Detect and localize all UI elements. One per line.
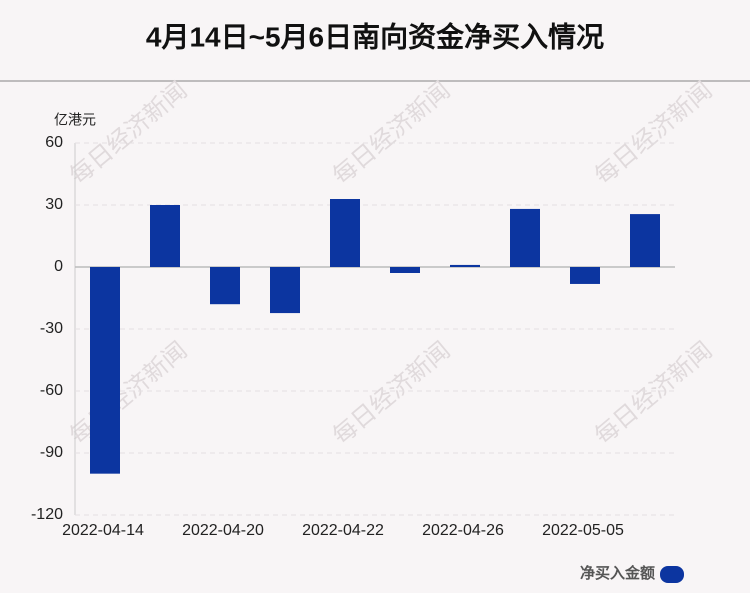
bar	[450, 264, 480, 267]
bar	[510, 208, 540, 267]
bar	[270, 267, 300, 314]
y-tick-label: 30	[45, 196, 63, 213]
bar	[210, 267, 240, 305]
bar	[390, 267, 420, 273]
legend-label: 净买入金额	[580, 564, 655, 582]
bar	[90, 267, 120, 474]
y-tick-label: -60	[40, 382, 63, 399]
y-tick-label: 60	[45, 134, 63, 151]
bar	[330, 199, 360, 267]
y-axis-label: 亿港元	[54, 112, 96, 128]
bar	[630, 214, 660, 267]
y-tick-label: -30	[40, 320, 63, 337]
x-tick-label: 2022-04-20	[182, 522, 264, 539]
legend-swatch	[660, 566, 684, 583]
bar	[150, 205, 180, 267]
x-tick-label: 2022-04-26	[422, 522, 504, 539]
bar	[570, 267, 600, 284]
chart-title: 4月14日~5月6日南向资金净买入情况	[146, 20, 604, 52]
x-tick-label: 2022-04-22	[302, 522, 384, 539]
y-tick-label: 0	[54, 258, 63, 275]
y-tick-label: -90	[40, 444, 63, 461]
x-tick-label: 2022-05-05	[542, 522, 624, 539]
x-tick-label: 2022-04-14	[62, 522, 144, 539]
y-tick-label: -120	[31, 506, 63, 523]
